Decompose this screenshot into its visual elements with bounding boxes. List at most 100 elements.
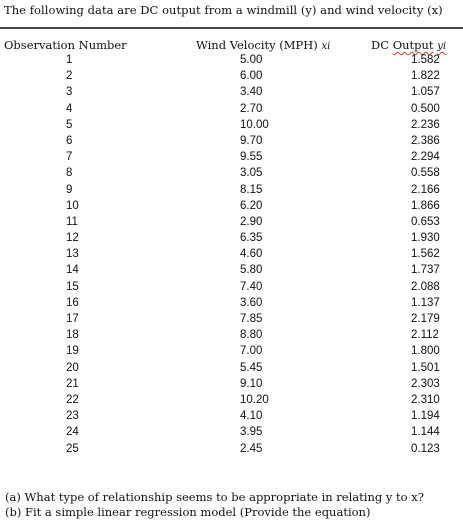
table-row: 6 9.70 2.386	[0, 135, 463, 151]
table-row: 1 5.00 1.582	[0, 54, 463, 70]
dc-output-value: 1.737	[411, 264, 440, 277]
dc-output-value: 2.179	[411, 313, 440, 325]
observation-number: 23	[66, 410, 79, 423]
problem-heading: The following data are DC output from a …	[4, 3, 443, 17]
header-observation-number: Observation Number	[4, 38, 127, 52]
dc-output-value: 0.558	[411, 167, 440, 180]
dc-output-value: 2.112	[411, 329, 439, 342]
wind-velocity-value: 6.35	[240, 232, 263, 245]
wind-velocity-value: 5.45	[240, 361, 263, 374]
wind-velocity-value: 9.70	[240, 134, 263, 147]
table-row: 2 6.00 1.822	[0, 70, 463, 86]
observation-number: 22	[66, 393, 79, 406]
observation-number: 18	[66, 329, 79, 342]
wind-velocity-value: 6.20	[240, 199, 263, 212]
wind-velocity-value: 2.45	[240, 442, 263, 455]
observation-number: 6	[66, 134, 73, 147]
table-row: 11 2.90 0.653	[0, 216, 463, 232]
data-table: 1 5.00 1.582 2 6.00 1.822 3 3.40 1.057 4 2.70 0.500…	[0, 54, 463, 459]
observation-number: 21	[66, 377, 79, 390]
wind-velocity-value: 10.20	[240, 393, 269, 406]
wind-velocity-value: 3.40	[240, 86, 263, 99]
wind-velocity-value: 8.15	[240, 183, 263, 196]
wind-velocity-value: 3.95	[240, 426, 263, 439]
observation-number: 12	[66, 232, 79, 245]
dc-output-value: 1.562	[411, 248, 440, 261]
dc-output-value: 2.303	[411, 377, 440, 390]
observation-number: 3	[66, 86, 73, 99]
observation-number: 17	[66, 313, 79, 325]
observation-number: 5	[66, 118, 73, 131]
table-row: 3 3.40 1.057	[0, 86, 463, 102]
wind-velocity-value: 3.05	[240, 167, 263, 180]
table-row: 13 4.60 1.562	[0, 248, 463, 264]
dc-output-value: 2.386	[411, 134, 440, 147]
table-row: 22 10.20 2.310	[0, 394, 463, 410]
heading-divider	[0, 27, 463, 29]
table-row: 21 9.10 2.303	[0, 378, 463, 394]
observation-number: 2	[66, 70, 73, 83]
table-row: 5 10.00 2.236	[0, 119, 463, 135]
wind-velocity-value: 2.70	[240, 102, 263, 115]
observation-number: 7	[66, 151, 73, 164]
wind-velocity-value: 9.55	[240, 151, 263, 164]
observation-number: 10	[66, 199, 79, 212]
dc-output-value: 0.123	[411, 442, 440, 455]
table-row: 7 9.55 2.294	[0, 151, 463, 167]
dc-output-value: 2.088	[411, 280, 440, 293]
dc-output-value: 1.137	[411, 296, 440, 309]
header-velocity-variable: xi	[321, 41, 331, 52]
observation-number: 16	[66, 296, 79, 309]
wind-velocity-value: 5.00	[240, 54, 263, 66]
observation-number: 8	[66, 167, 73, 180]
observation-number: 20	[66, 361, 79, 374]
dc-output-value: 1.144	[411, 426, 440, 439]
header-output-label: Output	[392, 38, 434, 52]
dc-output-value: 1.822	[411, 70, 440, 83]
observation-number: 19	[66, 345, 79, 358]
table-row: 25 2.45 0.123	[0, 443, 463, 459]
observation-number: 25	[66, 442, 79, 455]
table-row: 19 7.00 1.800	[0, 345, 463, 361]
question-a: (a) What type of relationship seems to b…	[5, 490, 424, 504]
dc-output-value: 2.294	[411, 151, 440, 164]
question-b: (b) Fit a simple linear regression model…	[5, 505, 371, 519]
dc-output-value: 1.057	[411, 86, 440, 99]
dc-output-value: 1.194	[411, 410, 440, 423]
observation-number: 14	[66, 264, 79, 277]
wind-velocity-value: 2.90	[240, 215, 263, 228]
table-row: 23 4.10 1.194	[0, 410, 463, 426]
table-row: 12 6.35 1.930	[0, 232, 463, 248]
wind-velocity-value: 5.80	[240, 264, 263, 277]
table-row: 4 2.70 0.500	[0, 103, 463, 119]
dc-output-value: 1.582	[411, 54, 440, 66]
table-row: 16 3.60 1.137	[0, 297, 463, 313]
observation-number: 15	[66, 280, 79, 293]
wind-velocity-value: 6.00	[240, 70, 263, 83]
wind-velocity-value: 7.00	[240, 345, 263, 358]
table-row: 15 7.40 2.088	[0, 281, 463, 297]
table-row: 24 3.95 1.144	[0, 426, 463, 442]
header-wind-velocity: Wind Velocity (MPH) xi	[196, 38, 330, 52]
observation-number: 13	[66, 248, 79, 261]
observation-number: 9	[66, 183, 73, 196]
table-row: 9 8.15 2.166	[0, 184, 463, 200]
dc-output-value: 0.653	[411, 215, 440, 228]
wind-velocity-value: 3.60	[240, 296, 263, 309]
header-dc-output: DC Output yi	[371, 38, 446, 52]
table-row: 10 6.20 1.866	[0, 200, 463, 216]
observation-number: 1	[66, 54, 73, 66]
dc-output-value: 0.500	[411, 102, 440, 115]
table-row: 20 5.45 1.501	[0, 362, 463, 378]
dc-output-value: 2.310	[411, 393, 440, 406]
dc-output-value: 1.930	[411, 232, 440, 245]
table-row: 17 7.85 2.179	[0, 313, 463, 329]
wind-velocity-value: 10.00	[240, 118, 269, 131]
wind-velocity-value: 8.80	[240, 329, 263, 342]
header-dc-variable: yi	[437, 41, 447, 52]
wind-velocity-value: 4.60	[240, 248, 263, 261]
header-dc-label: DC	[371, 38, 390, 52]
wind-velocity-value: 7.85	[240, 313, 263, 325]
dc-output-value: 1.866	[411, 199, 440, 212]
dc-output-value: 2.166	[411, 183, 440, 196]
